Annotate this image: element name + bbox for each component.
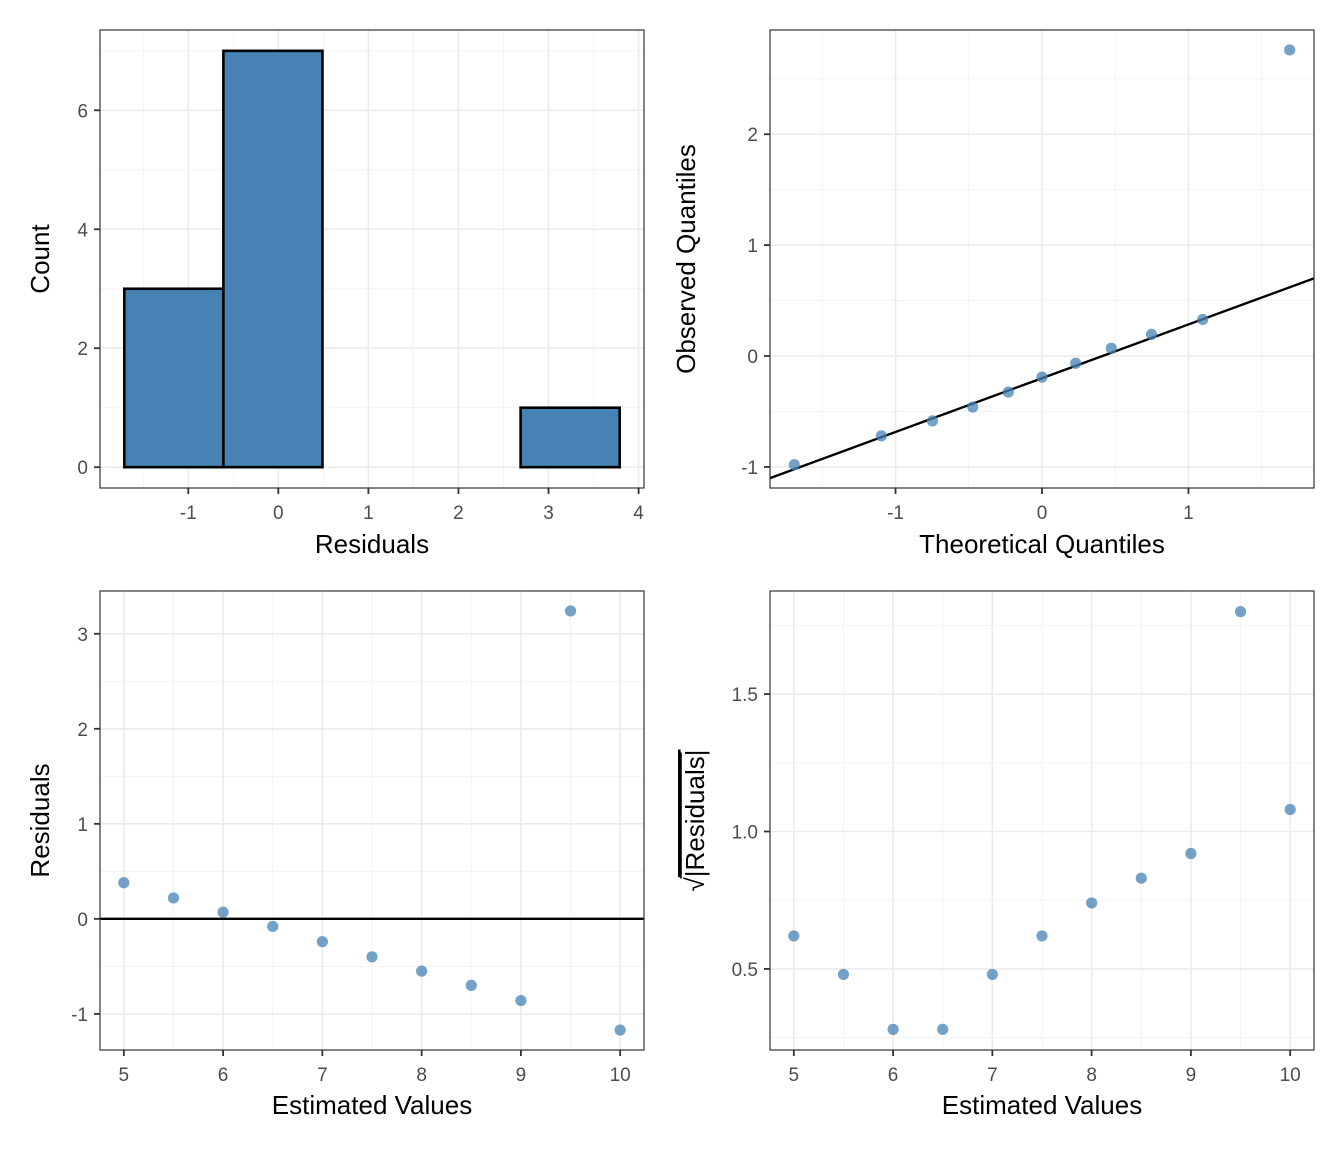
y-tick-label: 3: [77, 625, 88, 646]
data-point: [1086, 897, 1098, 909]
x-tick-label: 0: [273, 503, 284, 524]
x-tick-label: 7: [317, 1065, 328, 1086]
panel-border: [99, 29, 645, 489]
plot-content: [788, 606, 1296, 1035]
x-tick-label: 6: [888, 1065, 899, 1086]
data-point: [167, 892, 180, 904]
data-point: [926, 415, 939, 427]
y-tick-label: 0: [747, 347, 758, 368]
x-tick-label: 5: [119, 1065, 130, 1086]
x-tick-label: 7: [987, 1065, 998, 1086]
data-point: [564, 605, 577, 617]
panel-border: [99, 590, 645, 1051]
x-tick-label: 6: [218, 1065, 229, 1086]
data-point: [986, 968, 998, 981]
data-point: [1135, 872, 1147, 884]
data-point: [1185, 847, 1197, 860]
x-tick-label: 2: [453, 503, 464, 524]
x-tick-label: 8: [416, 1065, 427, 1086]
data-point: [1234, 606, 1247, 618]
data-point: [316, 936, 328, 948]
y-axis-title: Residuals: [25, 763, 55, 877]
histogram-panel: -1 0 1 2 3 4 0 2 4 6 Residuals Count: [25, 29, 645, 559]
data-point: [465, 979, 477, 991]
residuals-vs-fitted-panel: 5 6 7 8 9 10 -1 0 1 2 3 Estimated Values Residuals: [25, 590, 645, 1120]
sqrt-symbol: √: [680, 876, 710, 891]
x-tick-label: 9: [1186, 1065, 1197, 1086]
data-point: [1036, 930, 1048, 942]
y-tick-label: 2: [747, 125, 758, 146]
x-tick-label: -1: [180, 503, 197, 524]
data-point: [217, 906, 229, 918]
x-tick-label: 0: [1037, 503, 1048, 524]
y-tick-label: 1: [77, 815, 88, 836]
x-tick-label: 10: [1280, 1065, 1301, 1086]
data-point: [788, 930, 800, 942]
plot-content: [123, 49, 621, 469]
y-axis-title: √|Residuals|: [680, 750, 710, 892]
data-point: [1284, 803, 1296, 816]
histogram-bar: [519, 406, 621, 469]
data-point: [1284, 44, 1296, 56]
data-point: [515, 994, 527, 1007]
x-axis-title: Estimated Values: [272, 1090, 472, 1120]
data-point: [366, 951, 378, 963]
data-point: [875, 430, 887, 442]
y-axis-title: Observed Quantiles: [671, 144, 701, 374]
x-tick-label: 9: [516, 1065, 527, 1086]
data-point: [788, 459, 800, 471]
x-tick-label: 10: [610, 1065, 631, 1086]
y-tick-label: -1: [71, 1005, 88, 1026]
y-tick-label: 6: [77, 101, 88, 122]
histogram-bar: [123, 287, 225, 469]
data-point: [1036, 371, 1048, 383]
x-axis-title: Estimated Values: [942, 1090, 1142, 1120]
x-axis-title: Residuals: [315, 529, 429, 559]
x-tick-label: 8: [1086, 1065, 1097, 1086]
y-tick-label: 4: [77, 220, 88, 241]
data-point: [937, 1023, 949, 1035]
y-tick-label: 2: [77, 720, 88, 741]
data-point: [118, 877, 130, 889]
data-point: [267, 920, 279, 933]
y-tick-label: 0.5: [732, 960, 758, 981]
qq-plot-panel: -1 0 1 -1 0 1 2 Theoretical Quantiles Observed Q…: [671, 29, 1315, 559]
y-tick-label: -1: [741, 458, 758, 479]
data-point: [837, 968, 850, 981]
data-point: [1105, 342, 1117, 354]
data-point: [967, 401, 979, 413]
y-tick-label: 2: [77, 339, 88, 360]
x-tick-label: 5: [789, 1065, 800, 1086]
plot-content: [770, 44, 1314, 480]
data-point: [1070, 357, 1082, 369]
y-tick-label: 0: [77, 458, 88, 479]
panel-border: [769, 590, 1315, 1051]
y-tick-label: 1.0: [732, 822, 758, 843]
y-tick-label: 1: [747, 236, 758, 257]
plot-content: [100, 605, 644, 1036]
x-tick-label: 1: [363, 503, 374, 524]
scale-location-panel: 5 6 7 8 9 10 0.5 1.0 1.5 Estimated Values √|Residu…: [680, 590, 1315, 1120]
histogram-bar: [222, 49, 324, 469]
y-axis-title: Count: [25, 224, 55, 294]
y-axis-title-text: |Residuals|: [680, 750, 710, 878]
x-tick-label: -1: [887, 503, 904, 524]
data-point: [1002, 386, 1014, 398]
data-point: [1145, 328, 1158, 341]
x-tick-label: 4: [633, 503, 644, 524]
data-point: [887, 1023, 899, 1035]
data-point: [416, 965, 428, 977]
x-tick-label: 3: [543, 503, 554, 524]
data-point: [614, 1024, 626, 1036]
x-tick-label: 1: [1183, 503, 1194, 524]
data-point: [1197, 313, 1209, 326]
y-tick-label: 0: [77, 910, 88, 931]
x-axis-title: Theoretical Quantiles: [919, 529, 1165, 559]
y-tick-label: 1.5: [732, 685, 758, 706]
